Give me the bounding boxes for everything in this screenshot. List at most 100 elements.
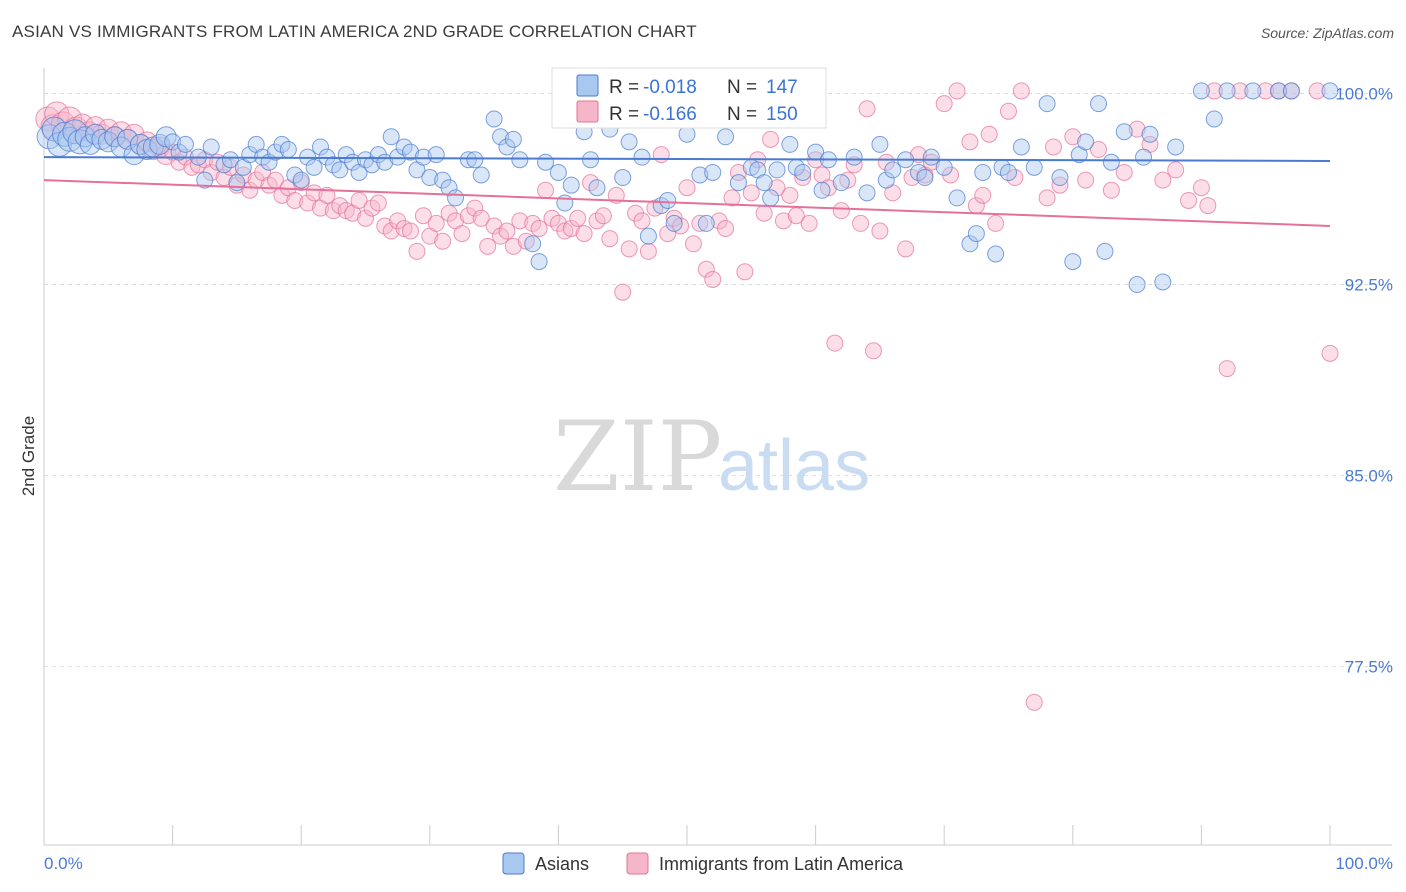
asian-point-135 — [1115, 123, 1133, 141]
asian-point-99 — [762, 189, 780, 207]
asian-point-110 — [871, 135, 889, 153]
asian-point-39 — [292, 171, 310, 189]
latin-point-94 — [639, 242, 657, 260]
asian-point-8 — [79, 133, 101, 155]
latin-point-115 — [774, 212, 792, 230]
latin-point-127 — [852, 214, 870, 232]
asian-point-143 — [1218, 82, 1236, 100]
latin-point-143 — [974, 186, 992, 204]
series-latin-america — [35, 82, 1339, 711]
latin-point-110 — [742, 184, 760, 202]
latin-point-118 — [794, 169, 812, 187]
x-tick-label-1: 100.0% — [1335, 854, 1393, 873]
asian-point-63 — [447, 189, 465, 207]
latin-point-61 — [427, 214, 445, 232]
asian-point-115 — [916, 169, 934, 187]
latin-point-130 — [871, 222, 889, 240]
asian-point-111 — [877, 171, 895, 189]
latin-point-101 — [684, 235, 702, 253]
asian-point-103 — [794, 163, 812, 181]
legend: Asians Immigrants from Latin America — [502, 852, 904, 875]
asian-point-107 — [832, 174, 850, 192]
latin-point-128 — [858, 100, 876, 118]
latin-point-73 — [504, 237, 522, 255]
latin-point-32 — [241, 181, 259, 199]
latin-point-151 — [1045, 138, 1063, 156]
latin-point-78 — [537, 181, 555, 199]
asian-point-144 — [1244, 82, 1262, 100]
asian-point-119 — [961, 235, 979, 253]
y-tick-label-3: 77.5% — [1345, 658, 1393, 677]
stats-r-value-asians: -0.018 — [643, 77, 697, 98]
asian-point-132 — [1090, 95, 1108, 113]
legend-swatch-asians — [502, 852, 525, 875]
asian-point-137 — [1135, 148, 1153, 166]
latin-point-123 — [826, 334, 844, 352]
latin-point-84 — [575, 225, 593, 243]
asian-point-140 — [1167, 138, 1185, 156]
latin-point-168 — [1257, 82, 1275, 100]
latin-point-172 — [1321, 344, 1339, 362]
asian-point-21 — [164, 133, 182, 151]
stats-swatch-asians — [576, 74, 599, 97]
asian-point-86 — [639, 227, 657, 245]
stats-n-label-asians: N = — [727, 77, 757, 98]
asian-point-101 — [781, 135, 799, 153]
latin-point-82 — [562, 219, 580, 237]
latin-point-93 — [633, 212, 651, 230]
asian-point-90 — [678, 125, 696, 143]
latin-point-83 — [569, 209, 587, 227]
latin-point-77 — [530, 219, 548, 237]
asian-point-0 — [36, 124, 62, 150]
stats-n-value-asians: 147 — [766, 77, 798, 98]
asian-point-25 — [196, 171, 214, 189]
x-tick-label-0: 0.0% — [44, 854, 83, 873]
latin-point-52 — [369, 194, 387, 212]
y-tick-labels: 100.0% 92.5% 85.0% 77.5% — [1335, 84, 1393, 676]
asian-point-71 — [511, 151, 529, 169]
asian-point-70 — [504, 130, 522, 148]
asian-point-108 — [845, 148, 863, 166]
asian-point-139 — [1154, 273, 1172, 291]
source-label: Source: ZipAtlas.com — [1260, 25, 1394, 41]
asian-point-75 — [549, 163, 567, 181]
latin-point-146 — [1000, 102, 1017, 120]
latin-point-145 — [987, 214, 1005, 232]
asian-point-125 — [1012, 138, 1030, 156]
latin-point-39 — [286, 191, 304, 209]
legend-swatch-latin — [626, 852, 649, 875]
asian-point-136 — [1128, 276, 1146, 294]
asian-point-12 — [104, 126, 126, 148]
asian-point-134 — [1102, 153, 1120, 171]
latin-point-67 — [466, 199, 484, 217]
asian-point-62 — [440, 179, 458, 197]
latin-point-149 — [1025, 693, 1043, 711]
latin-point-113 — [762, 130, 780, 148]
latin-point-129 — [864, 342, 882, 360]
y-tick-label-2: 85.0% — [1345, 467, 1393, 486]
latin-point-155 — [1090, 141, 1108, 159]
latin-point-135 — [909, 146, 927, 164]
latin-point-57 — [402, 222, 420, 240]
latin-point-90 — [614, 283, 632, 301]
latin-point-87 — [594, 207, 612, 225]
asian-point-56 — [402, 143, 420, 161]
asian-point-26 — [202, 138, 220, 156]
latin-point-106 — [717, 219, 735, 237]
latin-point-50 — [357, 209, 374, 227]
latin-point-163 — [1192, 179, 1210, 197]
series-asians — [36, 82, 1339, 294]
asian-point-60 — [427, 146, 445, 164]
asian-point-124 — [1000, 163, 1017, 181]
latin-point-119 — [800, 214, 818, 232]
asian-point-145 — [1270, 82, 1288, 100]
legend-label-latin: Immigrants from Latin America — [659, 854, 904, 874]
trendline-latin — [43, 179, 1331, 227]
asian-point-138 — [1141, 125, 1159, 143]
asian-point-105 — [813, 181, 831, 199]
asian-point-76 — [556, 194, 574, 212]
asian-point-141 — [1192, 82, 1210, 100]
latin-point-65 — [453, 225, 471, 243]
asian-point-100 — [768, 161, 786, 179]
latin-point-68 — [472, 209, 490, 227]
